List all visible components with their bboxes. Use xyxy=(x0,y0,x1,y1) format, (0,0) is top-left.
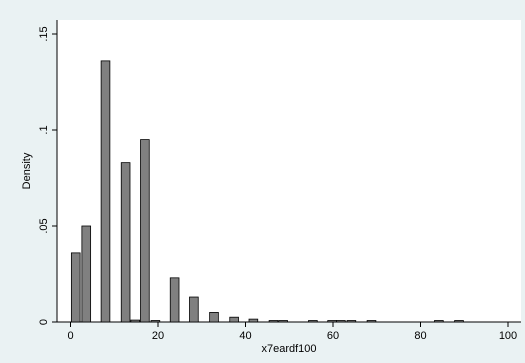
histogram-bar xyxy=(434,320,444,323)
histogram-bar xyxy=(248,318,259,323)
histogram-bar xyxy=(346,320,357,323)
histogram-bar xyxy=(120,162,131,323)
histogram-bar xyxy=(169,277,180,323)
histogram-bar xyxy=(229,316,239,323)
histogram-bar xyxy=(150,320,161,323)
x-axis-title: x7eardf100 xyxy=(261,343,316,355)
y-tick-label: .15 xyxy=(38,26,50,41)
histogram-bar xyxy=(130,319,141,323)
histogram-bar xyxy=(366,320,377,323)
x-tick-label: 100 xyxy=(499,330,517,342)
y-tick-label: 0 xyxy=(38,319,50,325)
histogram-bar xyxy=(268,320,279,323)
histogram-bar xyxy=(278,320,288,323)
y-tick-label: .1 xyxy=(38,125,50,134)
histogram-bar xyxy=(70,252,81,323)
histogram-bar xyxy=(81,225,92,323)
y-axis-title: Density xyxy=(21,152,33,189)
histogram-bar xyxy=(336,320,346,323)
histogram-bar xyxy=(454,320,464,323)
x-tick-label: 40 xyxy=(239,330,251,342)
x-tick-label: 60 xyxy=(327,330,339,342)
histogram-bar xyxy=(140,139,150,323)
histogram-bar xyxy=(100,60,111,323)
x-tick-label: 0 xyxy=(67,330,73,342)
y-tick-label: .05 xyxy=(38,218,50,233)
x-tick-label: 20 xyxy=(152,330,164,342)
histogram-bar xyxy=(209,311,219,323)
histogram-bar xyxy=(327,320,337,323)
x-tick-label: 80 xyxy=(414,330,426,342)
histogram-bar xyxy=(308,320,318,323)
plot-area xyxy=(57,20,521,322)
histogram-bar xyxy=(189,296,199,323)
